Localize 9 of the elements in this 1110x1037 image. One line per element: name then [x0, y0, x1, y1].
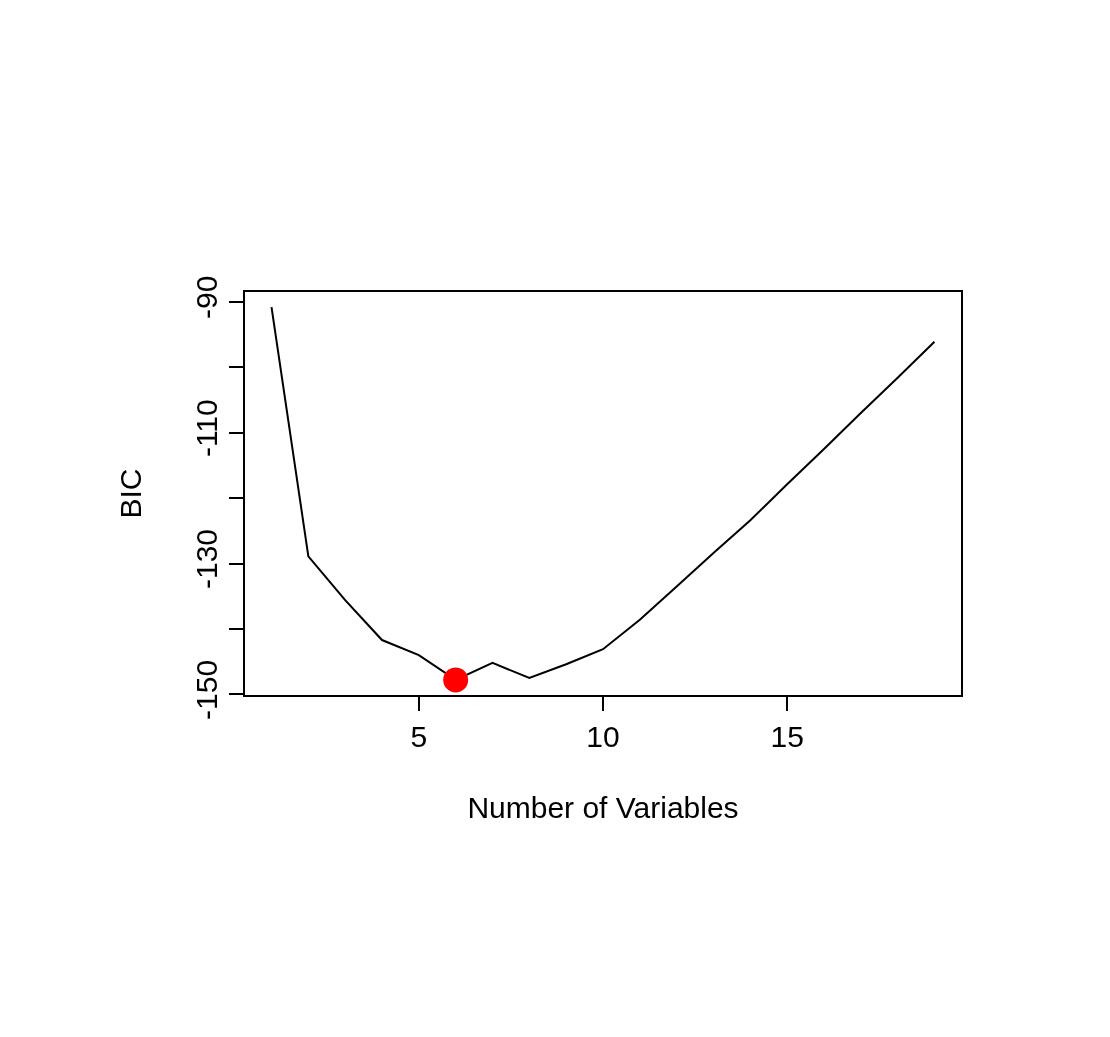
- y-tick-label: -150: [190, 659, 223, 720]
- x-tick-label: 15: [770, 720, 804, 753]
- x-axis-title: Number of Variables: [467, 791, 739, 824]
- y-axis-title: BIC: [113, 468, 147, 519]
- y-tick-label: -130: [190, 528, 223, 590]
- x-tick-label: 5: [410, 720, 428, 753]
- x-tick-label: 10: [586, 720, 620, 753]
- y-tick-label: -110: [190, 399, 223, 458]
- y-tick-label: -90: [190, 275, 223, 319]
